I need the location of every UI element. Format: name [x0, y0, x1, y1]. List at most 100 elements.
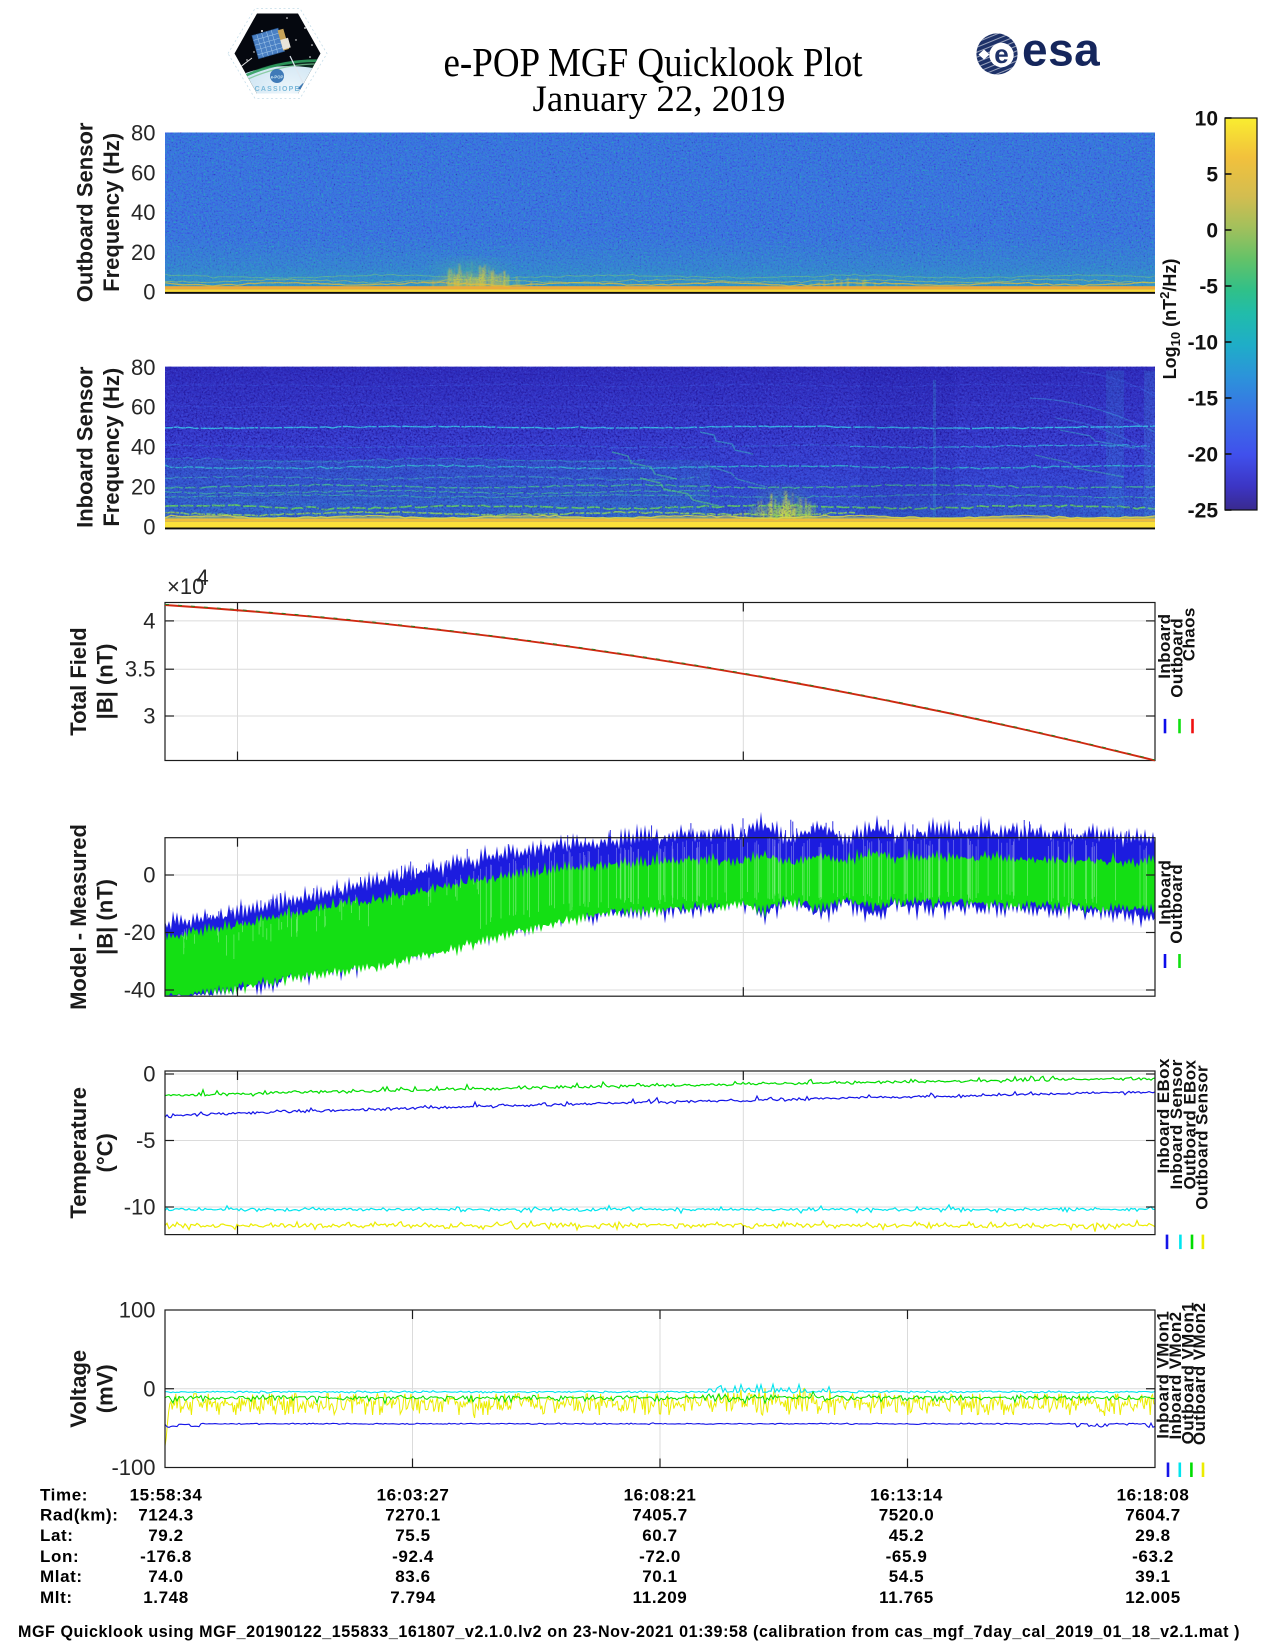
svg-text:e: e	[994, 39, 1008, 69]
svg-text:7520.0: 7520.0	[879, 1506, 935, 1525]
svg-text:70.1: 70.1	[642, 1567, 678, 1586]
svg-text:Inboard EBox: Inboard EBox	[1154, 1058, 1173, 1173]
svg-text:0: 0	[143, 1376, 155, 1401]
svg-text:|B| (nT): |B| (nT)	[93, 879, 118, 955]
svg-text:5: 5	[1206, 164, 1218, 187]
svg-text:Voltage: Voltage	[66, 1350, 91, 1428]
svg-text:esa: esa	[1022, 24, 1100, 76]
svg-text:-65.9: -65.9	[886, 1547, 928, 1566]
svg-text:×10: ×10	[167, 574, 204, 599]
svg-text:0: 0	[1206, 220, 1218, 243]
svg-text:1.748: 1.748	[143, 1588, 189, 1607]
svg-text:7604.7: 7604.7	[1125, 1506, 1181, 1525]
svg-text:7124.3: 7124.3	[138, 1506, 194, 1525]
svg-text:Inboard VMon1: Inboard VMon1	[1154, 1311, 1173, 1439]
svg-text:-20: -20	[1188, 444, 1218, 467]
svg-text:Inboard Sensor: Inboard Sensor	[73, 366, 98, 528]
svg-text:12.005: 12.005	[1125, 1588, 1181, 1607]
svg-text:74.0: 74.0	[148, 1567, 184, 1586]
svg-text:3: 3	[143, 704, 155, 729]
svg-text:100: 100	[119, 1298, 156, 1323]
svg-text:60: 60	[131, 161, 155, 186]
svg-text:Frequency (Hz): Frequency (Hz)	[99, 368, 124, 527]
svg-text:-5: -5	[1199, 276, 1218, 299]
svg-text:-20: -20	[124, 920, 156, 945]
svg-text:January 22, 2019: January 22, 2019	[533, 79, 786, 120]
svg-text:Outboard Sensor: Outboard Sensor	[73, 122, 98, 302]
svg-text:10: 10	[1195, 108, 1218, 131]
svg-text:Model - Measured: Model - Measured	[66, 824, 91, 1010]
svg-text:3.5: 3.5	[125, 657, 156, 682]
svg-text:Lat:: Lat:	[40, 1526, 74, 1545]
svg-text:-10: -10	[124, 1195, 156, 1220]
svg-text:-176.8: -176.8	[140, 1547, 192, 1566]
svg-text:0: 0	[143, 1062, 155, 1087]
svg-text:Inboard: Inboard	[1156, 860, 1175, 925]
svg-text:0: 0	[143, 515, 155, 540]
svg-text:CASSIOPE: CASSIOPE	[255, 86, 301, 93]
svg-text:7405.7: 7405.7	[632, 1506, 688, 1525]
svg-text:40: 40	[131, 200, 155, 225]
svg-text:Mlt:: Mlt:	[40, 1588, 73, 1607]
svg-text:Chaos: Chaos	[1179, 607, 1198, 661]
svg-text:45.2: 45.2	[889, 1526, 925, 1545]
svg-text:-10: -10	[1188, 332, 1218, 355]
svg-text:Inboard VMon2: Inboard VMon2	[1166, 1312, 1185, 1440]
svg-text:Time:: Time:	[40, 1486, 88, 1505]
svg-text:79.2: 79.2	[148, 1526, 184, 1545]
svg-text:40: 40	[131, 435, 155, 460]
svg-text:Outboard VMon2: Outboard VMon2	[1190, 1303, 1209, 1446]
svg-text:-92.4: -92.4	[392, 1547, 434, 1566]
svg-text:4: 4	[197, 565, 209, 590]
svg-text:Outboard: Outboard	[1167, 864, 1186, 944]
svg-text:75.5: 75.5	[395, 1526, 431, 1545]
svg-text:e-POP MGF Quicklook Plot: e-POP MGF Quicklook Plot	[444, 39, 864, 85]
svg-text:Lon:: Lon:	[40, 1547, 79, 1566]
svg-text:Temperature: Temperature	[66, 1087, 91, 1219]
svg-text:16:03:27: 16:03:27	[377, 1486, 450, 1505]
svg-text:16:18:08: 16:18:08	[1117, 1486, 1190, 1505]
svg-text:(°C): (°C)	[93, 1133, 118, 1172]
svg-text:0: 0	[143, 280, 155, 305]
svg-text:60: 60	[131, 395, 155, 420]
svg-text:-40: -40	[124, 978, 156, 1003]
svg-text:11.209: 11.209	[633, 1588, 688, 1607]
svg-text:Outboard: Outboard	[1168, 618, 1187, 698]
svg-text:80: 80	[131, 355, 155, 380]
svg-text:4: 4	[143, 608, 155, 633]
svg-text:60.7: 60.7	[642, 1526, 678, 1545]
svg-text:29.8: 29.8	[1135, 1526, 1171, 1545]
svg-text:|B| (nT): |B| (nT)	[93, 644, 118, 720]
svg-text:-25: -25	[1188, 500, 1219, 523]
svg-text:20: 20	[131, 475, 155, 500]
svg-text:20: 20	[131, 240, 155, 265]
svg-text:-72.0: -72.0	[639, 1547, 681, 1566]
svg-text:Inboard Sensor: Inboard Sensor	[1167, 1059, 1186, 1189]
svg-text:39.1: 39.1	[1135, 1567, 1171, 1586]
svg-text:Outboard VMon1: Outboard VMon1	[1179, 1302, 1198, 1445]
svg-text:Total Field: Total Field	[66, 627, 91, 735]
svg-text:-5: -5	[136, 1128, 156, 1153]
svg-text:83.6: 83.6	[395, 1567, 431, 1586]
svg-text:16:08:21: 16:08:21	[624, 1486, 697, 1505]
svg-text:Log10 (nT2/Hz): Log10 (nT2/Hz)	[1157, 259, 1183, 380]
svg-text:15:58:34: 15:58:34	[130, 1486, 203, 1505]
svg-text:Inboard: Inboard	[1155, 614, 1174, 679]
svg-text:Outboard EBox: Outboard EBox	[1180, 1059, 1199, 1189]
svg-text:-15: -15	[1188, 388, 1219, 411]
svg-text:MGF Quicklook using MGF_201901: MGF Quicklook using MGF_20190122_155833_…	[18, 1622, 1240, 1641]
svg-text:Rad(km):: Rad(km):	[40, 1506, 118, 1525]
svg-text:0: 0	[143, 863, 155, 888]
svg-text:-63.2: -63.2	[1132, 1547, 1174, 1566]
svg-text:-100: -100	[111, 1455, 155, 1480]
svg-text:Mlat:: Mlat:	[40, 1567, 83, 1586]
svg-text:(mV): (mV)	[93, 1364, 118, 1413]
svg-text:e-POP: e-POP	[271, 75, 284, 80]
svg-text:7.794: 7.794	[390, 1588, 436, 1607]
svg-text:Outboard Sensor: Outboard Sensor	[1193, 1065, 1212, 1210]
svg-text:80: 80	[131, 121, 155, 146]
svg-text:Frequency (Hz): Frequency (Hz)	[99, 133, 124, 292]
svg-text:11.765: 11.765	[879, 1588, 934, 1607]
svg-text:7270.1: 7270.1	[385, 1506, 441, 1525]
svg-text:16:13:14: 16:13:14	[870, 1486, 943, 1505]
